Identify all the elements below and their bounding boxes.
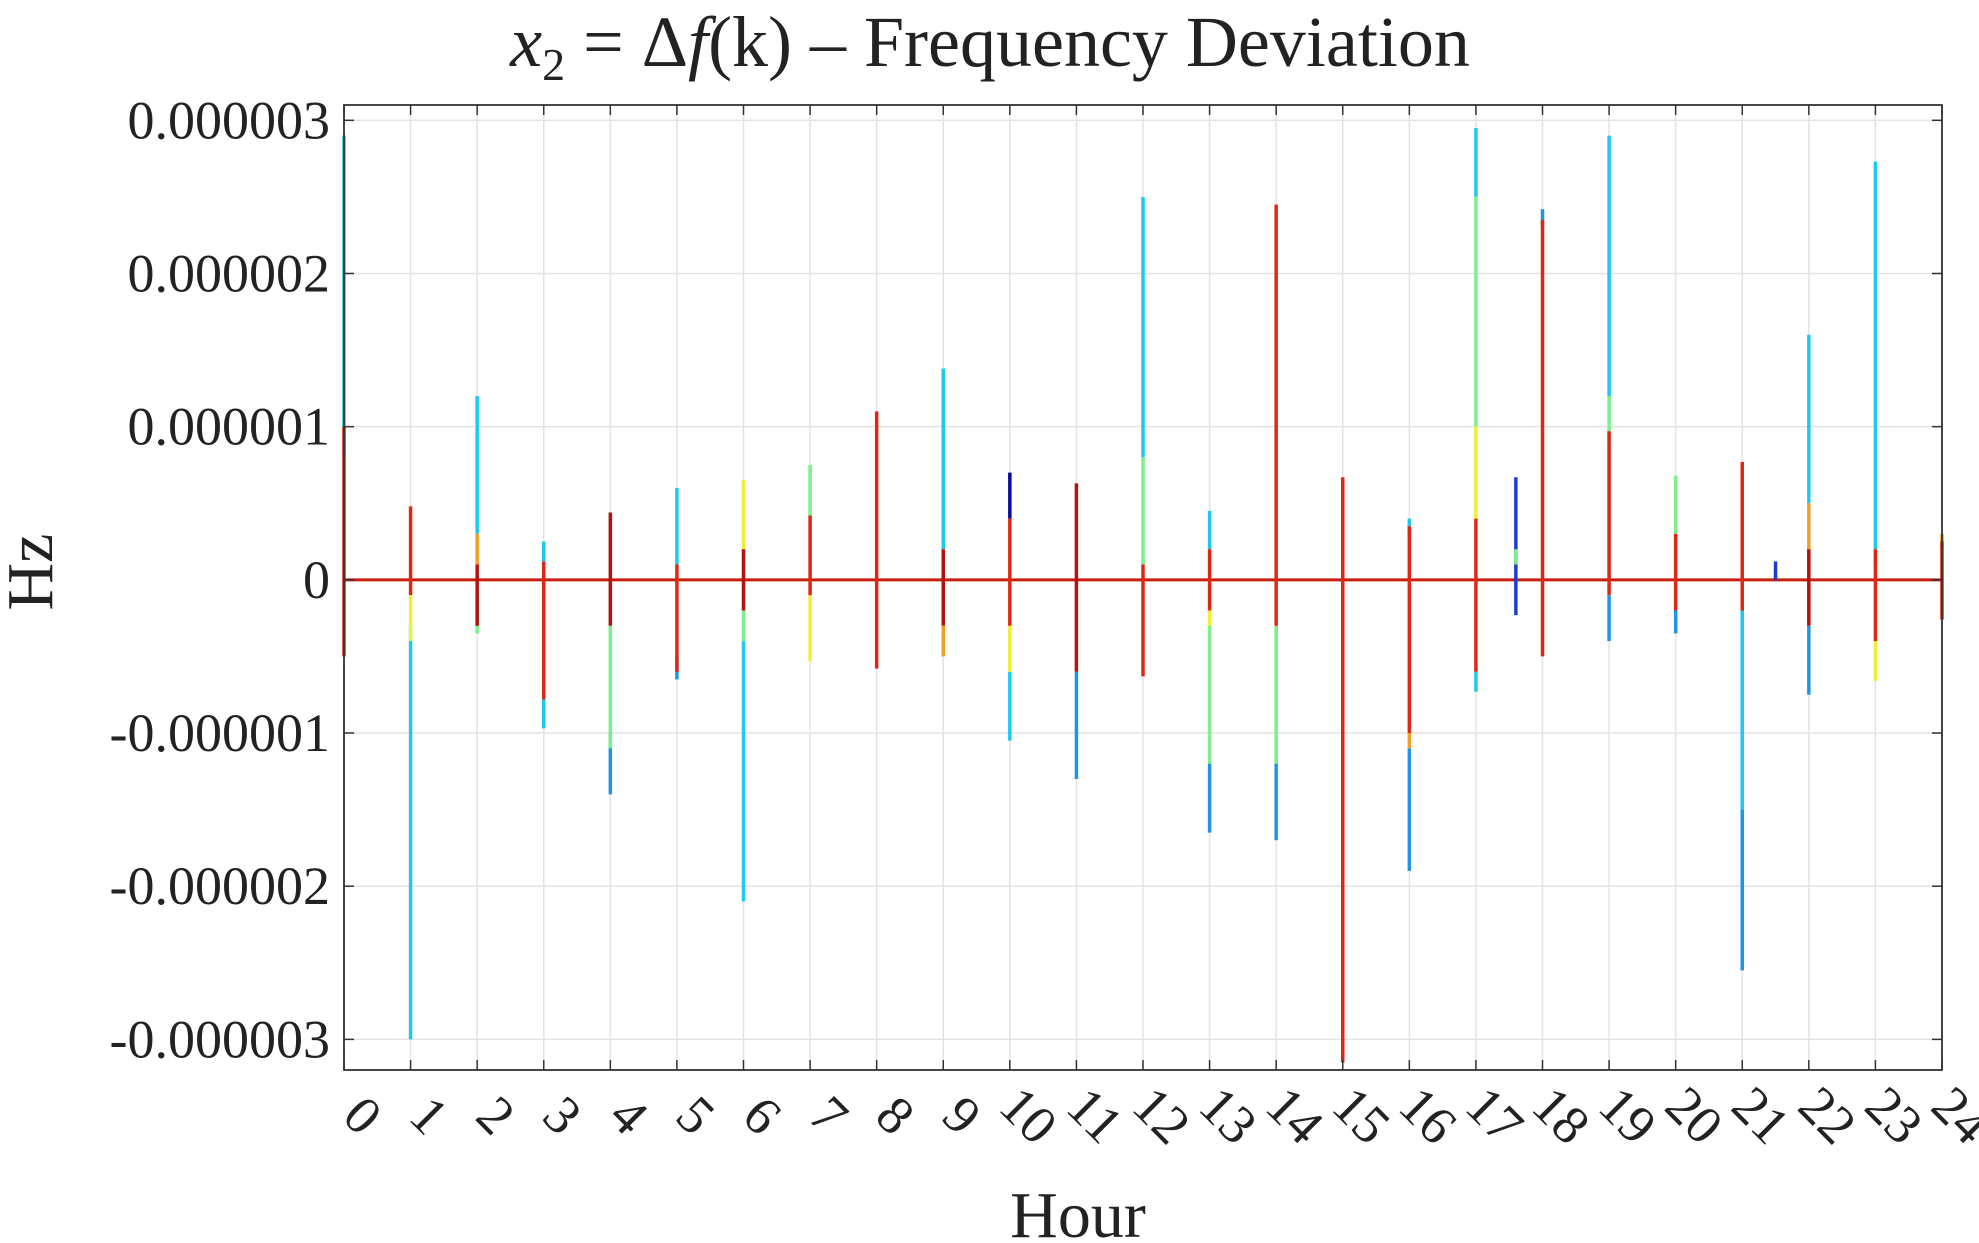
title-equals-delta: = Δ (565, 2, 688, 82)
y-tick-label: 0.000003 (128, 90, 331, 150)
y-tick-labels: 0.000003 0.000002 0.000001 0 -0.000001 -0.000… (110, 90, 330, 1069)
y-tick-label: -0.000002 (110, 856, 330, 916)
axes-box (343, 104, 1943, 1071)
y-tick-label: -0.000001 (110, 703, 330, 763)
title-description: – Frequency Deviation (792, 2, 1470, 82)
title-variable: x (509, 2, 542, 82)
x-axis-label: Hour (1010, 1179, 1146, 1243)
title-subscript: 2 (542, 39, 565, 90)
y-axis-label: Hz (0, 534, 67, 611)
plot-area-border (343, 104, 1943, 1071)
chart-title: x2 = Δf(k) – Frequency Deviation (509, 2, 1470, 90)
y-tick-label: 0.000002 (128, 243, 331, 303)
title-arguments: (k) (708, 2, 792, 82)
y-tick-label: 0 (303, 550, 330, 610)
y-tick-label: 0.000001 (128, 397, 331, 457)
y-tick-label: -0.000003 (110, 1009, 330, 1069)
